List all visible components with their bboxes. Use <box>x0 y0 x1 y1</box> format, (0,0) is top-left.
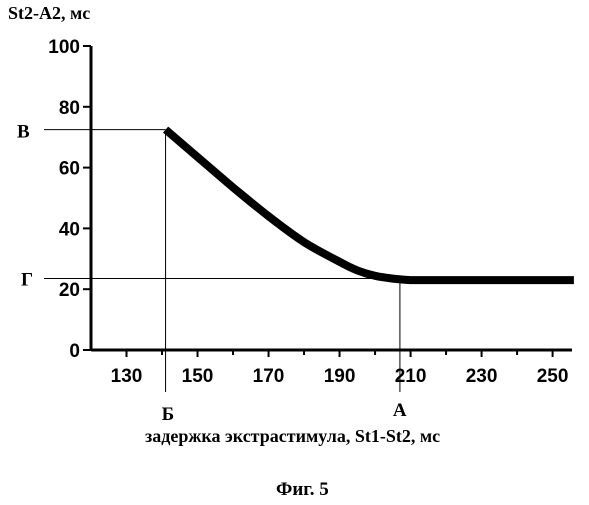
y-tick-label: 100 <box>48 37 80 58</box>
vertical-guide-lines <box>166 130 400 392</box>
x-axis-label: задержка экстрастимула, St1-St2, мс <box>145 426 440 446</box>
y-tick-label: 80 <box>59 98 80 119</box>
x-tick-label: 190 <box>324 366 356 387</box>
y-tick-label: 40 <box>59 219 80 240</box>
y-tick-label: 0 <box>69 341 80 362</box>
x-tick-label: 250 <box>537 366 569 387</box>
figure-caption: Фиг. 5 <box>276 479 329 500</box>
x-tick-label: 170 <box>253 366 285 387</box>
guide-label-v: В <box>17 122 30 143</box>
guide-label-a: А <box>393 400 407 421</box>
y-tick-label: 60 <box>59 159 80 180</box>
x-axis-ticks: 130 150 170 190 210 230 250 <box>111 350 569 387</box>
y-axis-ticks: 0 20 40 60 80 100 <box>48 37 91 362</box>
y-axis-label: St2-A2, мс <box>8 3 90 23</box>
x-tick-label: 230 <box>466 366 498 387</box>
guide-label-b: Б <box>162 404 175 425</box>
data-series-line <box>166 130 574 281</box>
y-tick-label: 20 <box>59 280 80 301</box>
x-tick-label: 210 <box>395 366 427 387</box>
axes <box>91 46 572 350</box>
guide-label-g: Г <box>21 270 33 291</box>
x-tick-label: 130 <box>111 366 143 387</box>
horizontal-guide-lines <box>44 130 560 279</box>
x-tick-label: 150 <box>182 366 214 387</box>
